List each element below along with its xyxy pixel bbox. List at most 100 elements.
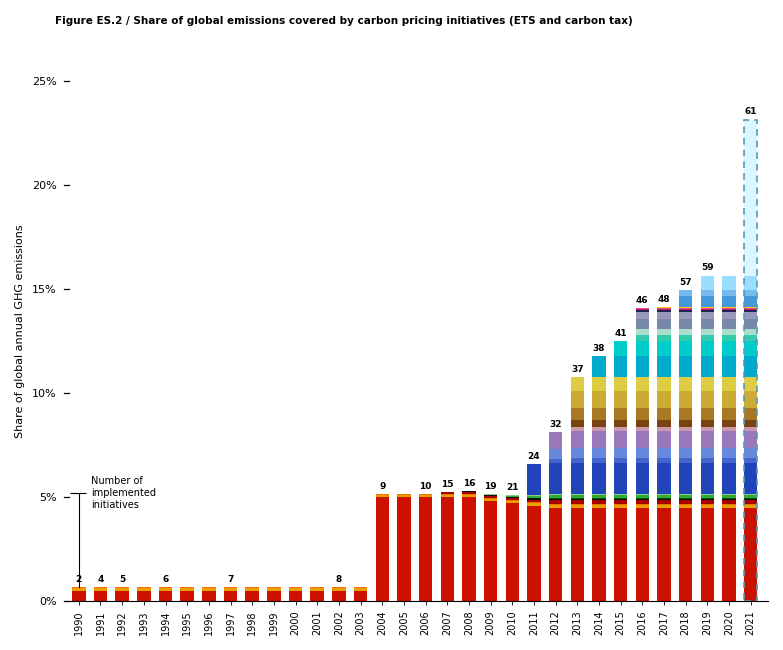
Bar [722,421,736,427]
Bar [636,356,649,377]
Bar [614,495,627,498]
Bar [701,508,714,601]
Bar [701,505,714,508]
Text: 57: 57 [680,278,692,287]
Bar [636,495,649,498]
Bar [549,448,562,459]
Bar [744,276,757,290]
Bar [462,495,475,497]
Bar [527,503,540,506]
Bar [722,499,736,500]
Bar [679,448,692,458]
Bar [744,356,757,377]
Bar [701,408,714,421]
Bar [571,408,584,421]
Bar [527,496,540,499]
Bar [484,496,497,498]
Bar [744,120,757,601]
Bar [657,313,671,318]
Bar [744,463,757,495]
Bar [722,307,736,308]
Bar [744,318,757,329]
Bar [679,341,692,356]
Bar [657,335,671,341]
Bar [657,329,671,335]
Bar [571,505,584,508]
Bar [592,505,606,508]
Bar [571,448,584,458]
Bar [549,500,562,504]
Bar [679,463,692,495]
Bar [592,431,606,448]
Bar [657,458,671,463]
Bar [722,431,736,448]
Bar [679,290,692,296]
Bar [527,502,540,503]
Bar [701,356,714,377]
Bar [657,495,671,498]
Bar [744,377,757,391]
Bar [441,492,454,494]
Text: 24: 24 [528,452,540,461]
Bar [722,427,736,431]
Bar [722,335,736,341]
Bar [484,499,497,501]
Bar [506,495,519,497]
Bar [722,463,736,495]
Bar [484,495,497,496]
Bar [744,498,757,499]
Bar [722,500,736,504]
Bar [701,377,714,391]
Bar [267,588,280,591]
Bar [701,495,714,498]
Bar [115,591,129,601]
Bar [701,427,714,431]
Bar [549,504,562,505]
Bar [744,290,757,296]
Bar [679,309,692,310]
Bar [246,588,259,591]
Bar [592,421,606,427]
Bar [571,391,584,408]
Bar [527,499,540,502]
Bar [506,497,519,499]
Bar [614,391,627,408]
Bar [744,391,757,408]
Bar [722,498,736,499]
Bar [636,377,649,391]
Bar [614,377,627,391]
Bar [679,296,692,307]
Bar [679,427,692,431]
Bar [592,408,606,421]
Bar [722,377,736,391]
Bar [159,588,172,591]
Bar [636,500,649,504]
Bar [744,421,757,427]
Bar [657,391,671,408]
Bar [571,463,584,495]
Bar [657,505,671,508]
Bar [636,508,649,601]
Bar [592,495,606,498]
Bar [571,458,584,463]
Bar [744,120,757,276]
Bar [614,504,627,505]
Bar [202,588,215,591]
Bar [636,318,649,329]
Bar [701,308,714,309]
Bar [549,432,562,448]
Bar [701,500,714,504]
Bar [701,310,714,313]
Bar [657,310,671,313]
Bar [636,504,649,505]
Bar [527,506,540,601]
Bar [549,495,562,498]
Bar [679,505,692,508]
Bar [571,499,584,500]
Bar [72,588,85,591]
Bar [744,504,757,505]
Bar [571,500,584,504]
Bar [657,408,671,421]
Bar [679,308,692,309]
Bar [614,463,627,495]
